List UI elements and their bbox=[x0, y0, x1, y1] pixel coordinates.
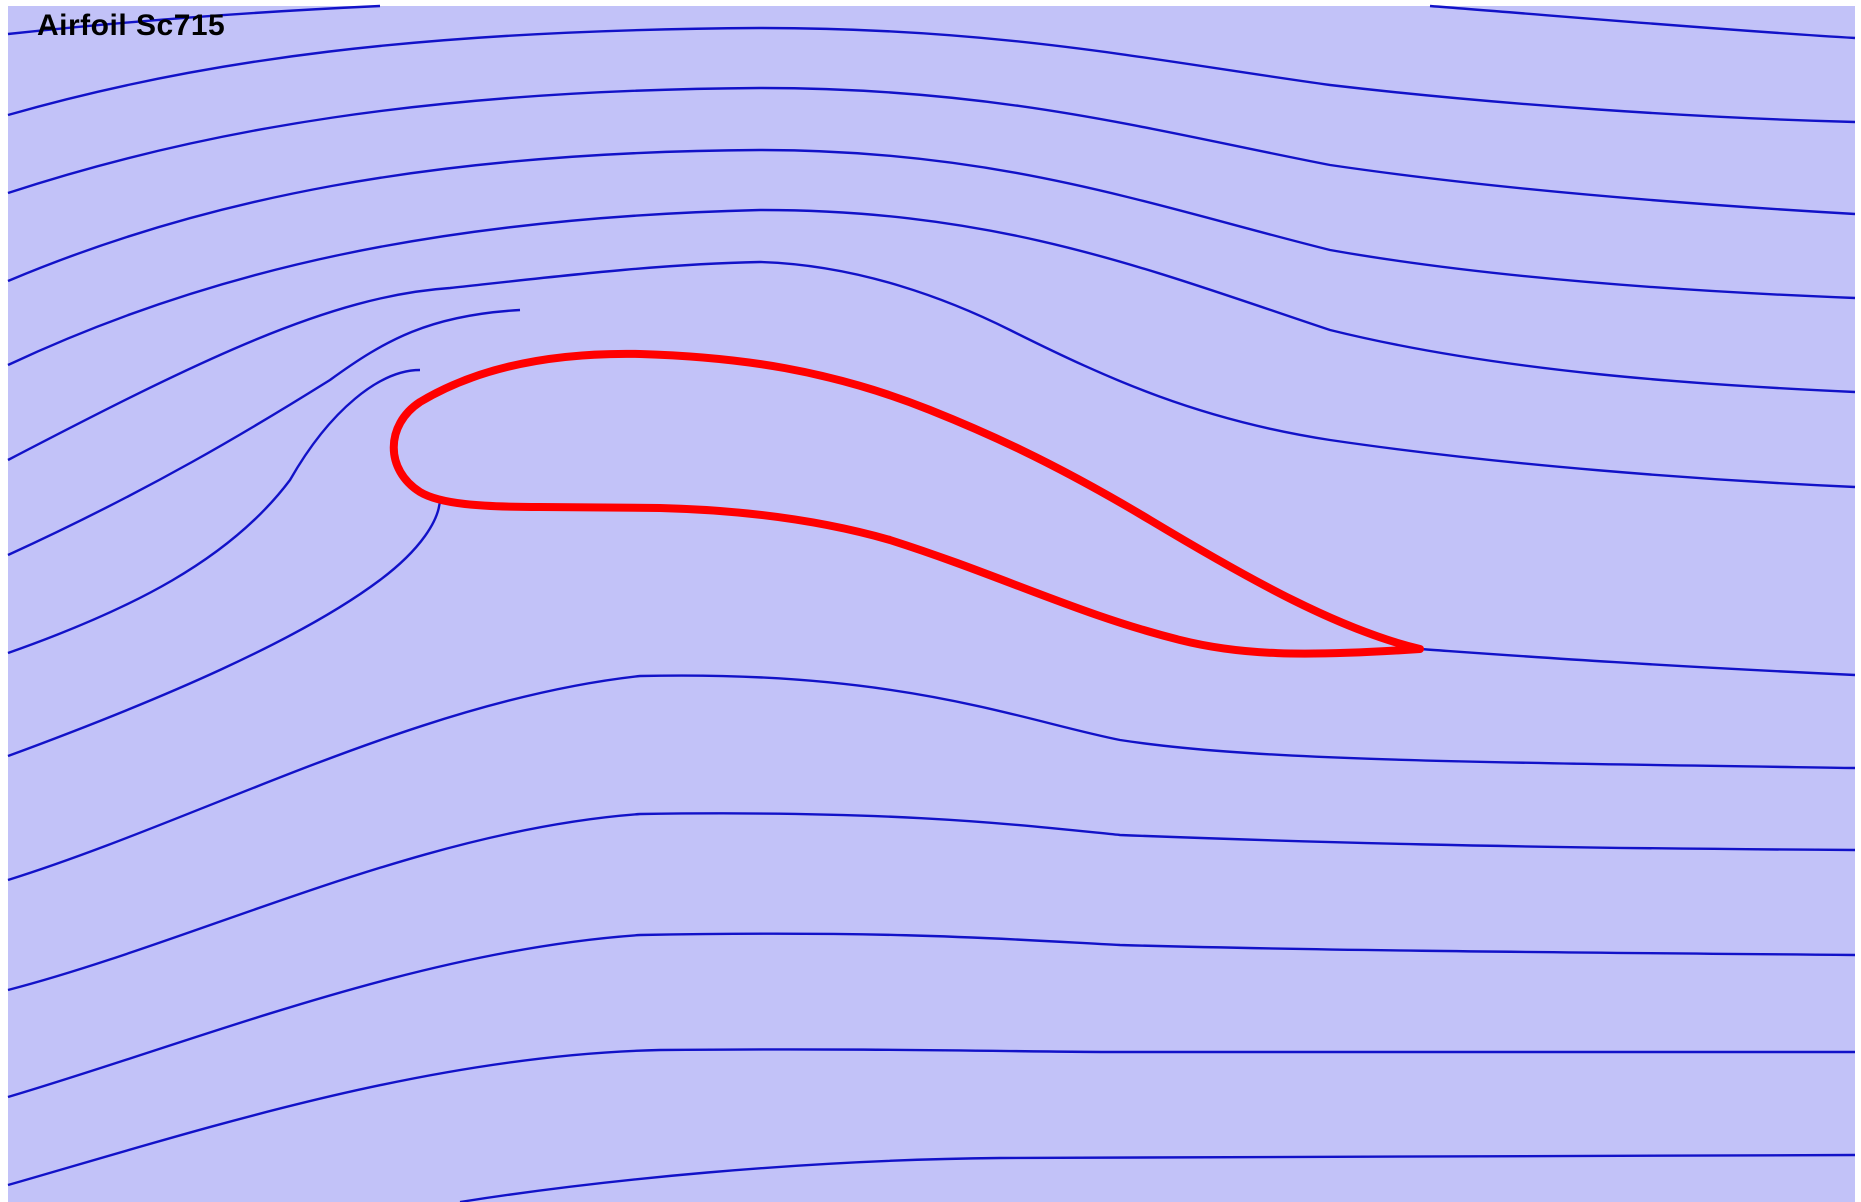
streamline bbox=[7, 4, 381, 36]
streamline bbox=[7, 26, 1856, 124]
streamline bbox=[7, 674, 1856, 882]
flow-field-canvas bbox=[8, 6, 1855, 1202]
streamline bbox=[459, 1153, 1856, 1202]
streamline bbox=[7, 308, 521, 557]
streamline bbox=[7, 1048, 1855, 1187]
streamline bbox=[7, 86, 1856, 216]
streamline bbox=[7, 932, 1856, 1099]
streamline bbox=[7, 148, 1856, 300]
streamline bbox=[7, 497, 442, 758]
streamline bbox=[7, 260, 1856, 489]
airfoil-outline bbox=[389, 349, 1424, 658]
streamline bbox=[7, 812, 1856, 992]
streamline bbox=[7, 368, 421, 655]
streamline bbox=[7, 208, 1856, 394]
streamline bbox=[1419, 647, 1856, 677]
streamline bbox=[1429, 4, 1856, 40]
diagram-title: Airfoil Sc715 bbox=[37, 9, 226, 42]
